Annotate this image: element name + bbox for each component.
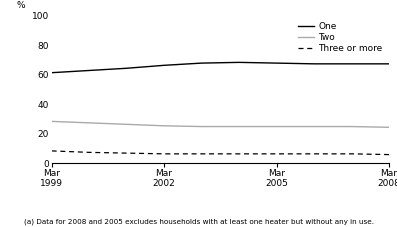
Legend: One, Two, Three or more: One, Two, Three or more bbox=[296, 20, 385, 55]
Text: (a) Data for 2008 and 2005 excludes households with at least one heater but with: (a) Data for 2008 and 2005 excludes hous… bbox=[24, 218, 374, 225]
Y-axis label: %: % bbox=[17, 1, 25, 10]
